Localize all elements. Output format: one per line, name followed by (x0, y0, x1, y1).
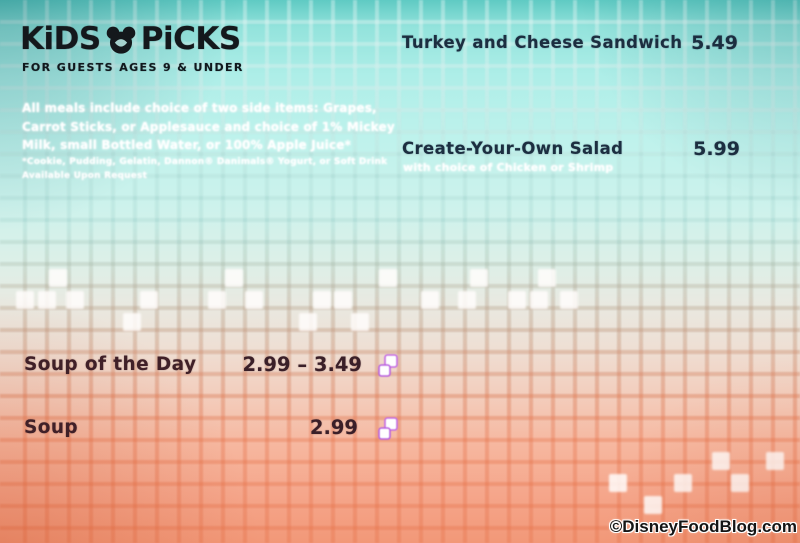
highlight-tile (225, 269, 243, 287)
item-subtext-create-your-own-salad: with choice of Chicken or Shrimp (403, 161, 614, 174)
item-name-turkey-cheese-sandwich: Turkey and Cheese Sandwich (402, 33, 683, 52)
item-name-soup-of-the-day: Soup of the Day (24, 354, 197, 375)
highlight-tile (245, 291, 263, 309)
highlight-tile (123, 313, 141, 331)
item-price-turkey-cheese-sandwich: 5.49 (691, 32, 738, 54)
highlight-tile (731, 474, 749, 492)
logo: KiDS PiCKS (20, 24, 241, 55)
highlight-tile (458, 291, 476, 309)
item-price-create-your-own-salad: 5.99 (693, 138, 740, 160)
purple-squares-icon (377, 354, 399, 380)
item-name-soup: Soup (24, 417, 79, 438)
highlight-tile (66, 291, 84, 309)
highlight-tile (644, 496, 662, 514)
logo-subtitle: FOR GUESTS AGES 9 & UNDER (22, 61, 244, 74)
highlight-tile (560, 291, 578, 309)
highlight-tile (379, 269, 397, 287)
highlight-tile (421, 291, 439, 309)
highlight-tile (766, 452, 784, 470)
highlight-tile (674, 474, 692, 492)
item-name-create-your-own-salad: Create-Your-Own Salad (402, 139, 624, 158)
highlight-tile (538, 269, 556, 287)
logo-word-kids: KiDS (20, 21, 101, 57)
highlight-tile (609, 474, 627, 492)
highlight-tile (313, 291, 331, 309)
highlight-tile (470, 269, 488, 287)
highlight-tile (334, 291, 352, 309)
highlight-tile (49, 269, 67, 287)
highlight-tile (351, 313, 369, 331)
highlight-tile (508, 291, 526, 309)
watermark: ©DisneyFoodBlog.com (609, 517, 797, 536)
highlight-tile (208, 291, 226, 309)
highlight-tile (530, 291, 548, 309)
highlight-tile (712, 452, 730, 470)
intro-footnote: *Cookie, Pudding, Gelatin, Dannon® Danim… (22, 157, 388, 181)
highlight-tile (140, 291, 158, 309)
logo-word-picks: PiCKS (140, 21, 241, 57)
highlight-tile (16, 291, 34, 309)
highlight-tile (299, 313, 317, 331)
intro-text: All meals include choice of two side ite… (22, 101, 395, 153)
item-price-soup: 2.99 (309, 416, 358, 439)
highlight-tile (38, 291, 56, 309)
purple-squares-icon (377, 417, 399, 443)
item-price-soup-of-the-day: 2.99 – 3.49 (242, 353, 362, 376)
mickey-icon (105, 25, 137, 55)
